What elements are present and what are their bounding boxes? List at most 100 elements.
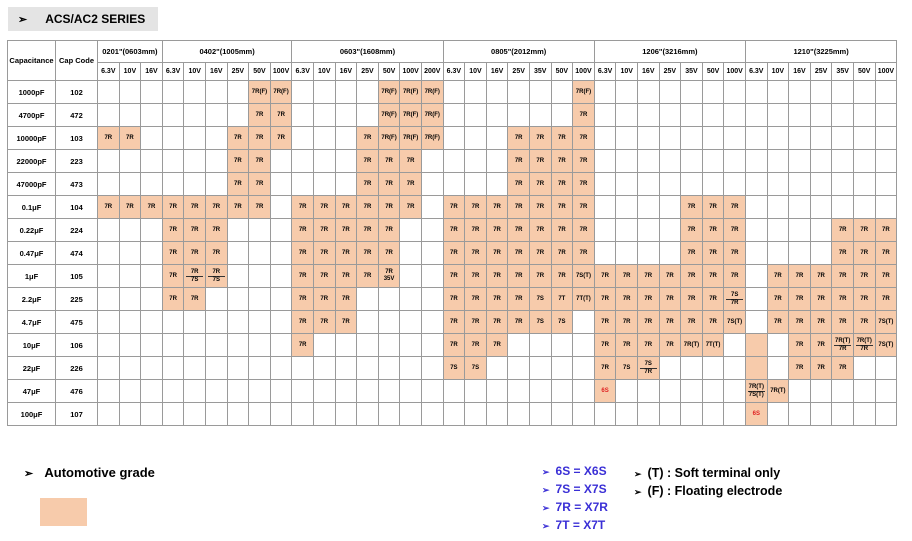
spec-cell: 7R [204,195,228,219]
spec-cell [809,80,833,104]
voltage-header: 25V [356,62,379,81]
spec-cell: 7R(F) [269,80,293,104]
spec-cell [204,402,228,426]
spec-cell [140,103,163,127]
spec-cell: 7R [399,172,422,196]
spec-cell [226,379,250,403]
spec-cell [183,126,206,150]
capacitor-spec-table: Capacitance Cap Code 0201"(0603mm) 0402"(… [7,40,898,426]
spec-cell [636,402,660,426]
spec-cell: 7R(T) [766,379,790,403]
spec-cell [680,356,703,380]
spec-cell [140,402,163,426]
spec-cell: 7R [485,333,509,357]
spec-cell: 7R [852,241,876,265]
spec-cell: 7R [485,310,509,334]
spec-cell: 7R [528,195,552,219]
spec-cell [852,402,876,426]
table-row: 1μF 105 7R 7R 7S 7R 7S 7R 7R 7R 7R 7R 35V 7R 7R 7R 7R 7R 7… [7,264,898,288]
spec-cell: 7R [723,264,746,288]
series-title: ACS/AC2 SERIES [45,12,146,26]
spec-cell [485,379,509,403]
spec-cell [701,402,725,426]
dielectric-code-item: ➢ 6S = X6S [542,463,608,481]
spec-cell [766,402,790,426]
spec-cell [831,126,854,150]
spec-cell [291,379,314,403]
spec-cell [118,218,142,242]
spec-cell: 7R [636,287,660,311]
spec-cell [420,356,444,380]
spec-cell [593,149,617,173]
spec-cell [464,80,487,104]
spec-cell: 7R [809,264,833,288]
spec-cell [615,402,638,426]
spec-cell [550,333,574,357]
spec-cell [140,356,163,380]
spec-cell: 7R [161,218,185,242]
automotive-grade-label: ➢ Automotive grade [24,465,155,480]
spec-cell [161,126,185,150]
spec-cell [744,195,768,219]
spec-cell: 7R [464,310,487,334]
suffix-note-item: ➢ (F) : Floating electrode [634,483,782,501]
spec-cell: 7R [161,195,185,219]
spec-cell [528,356,552,380]
spec-cell [874,80,898,104]
spec-cell: 7R [399,149,422,173]
spec-cell [312,333,336,357]
spec-cell [874,356,898,380]
spec-cell [788,379,811,403]
spec-cell [204,333,228,357]
spec-cell [442,149,466,173]
table-row: 0.22μF 224 7R 7R 7R 7R 7R 7R 7R 7R 7R 7R 7R 7R 7R 7R 7R 7… [7,218,898,242]
cap-code-cell: 472 [55,103,98,127]
spec-cell [312,356,336,380]
spec-cell [269,172,293,196]
spec-cell [636,80,660,104]
voltage-header: 50V [377,62,401,81]
spec-cell [658,218,682,242]
spec-cell: 7R [788,264,811,288]
spec-cell [248,402,271,426]
spec-cell: 7R [377,218,401,242]
spec-cell [744,287,768,311]
spec-cell: 7R [615,287,638,311]
spec-cell [744,264,768,288]
spec-cell [183,402,206,426]
spec-cell [874,172,898,196]
spec-cell [291,80,314,104]
table-row: 22000pF 223 7R 7R 7R 7R 7R 7R 7R 7R 7R [7,149,898,173]
suffix-notes-legend: ➢ (T) : Soft terminal only ➢ (F) : Floating… [634,465,782,501]
spec-cell [701,379,725,403]
spec-cell [118,241,142,265]
spec-cell: 7R [464,195,487,219]
spec-cell: 7R [161,287,185,311]
spec-cell: 7R [572,241,595,265]
spec-cell [636,172,660,196]
spec-cell [593,172,617,196]
spec-cell [464,149,487,173]
spec-cell [248,287,271,311]
spec-cell [97,80,120,104]
spec-cell: 7S(T) [723,310,746,334]
spec-cell: 7R [831,310,854,334]
spec-cell [788,80,811,104]
spec-cell [334,379,358,403]
spec-cell [809,218,833,242]
spec-cell [874,195,898,219]
spec-cell: 7R [183,218,206,242]
spec-cell [377,287,401,311]
spec-cell [528,103,552,127]
spec-cell: 7R [291,264,314,288]
spec-cell [788,402,811,426]
spec-cell [356,310,379,334]
spec-cell: 7S [550,310,574,334]
spec-cell [442,379,466,403]
spec-cell-line: 7R(T) [834,337,851,344]
spec-cell [97,172,120,196]
spec-cell [831,149,854,173]
spec-cell [507,356,530,380]
spec-cell [485,103,509,127]
voltage-header: 10V [766,62,790,81]
